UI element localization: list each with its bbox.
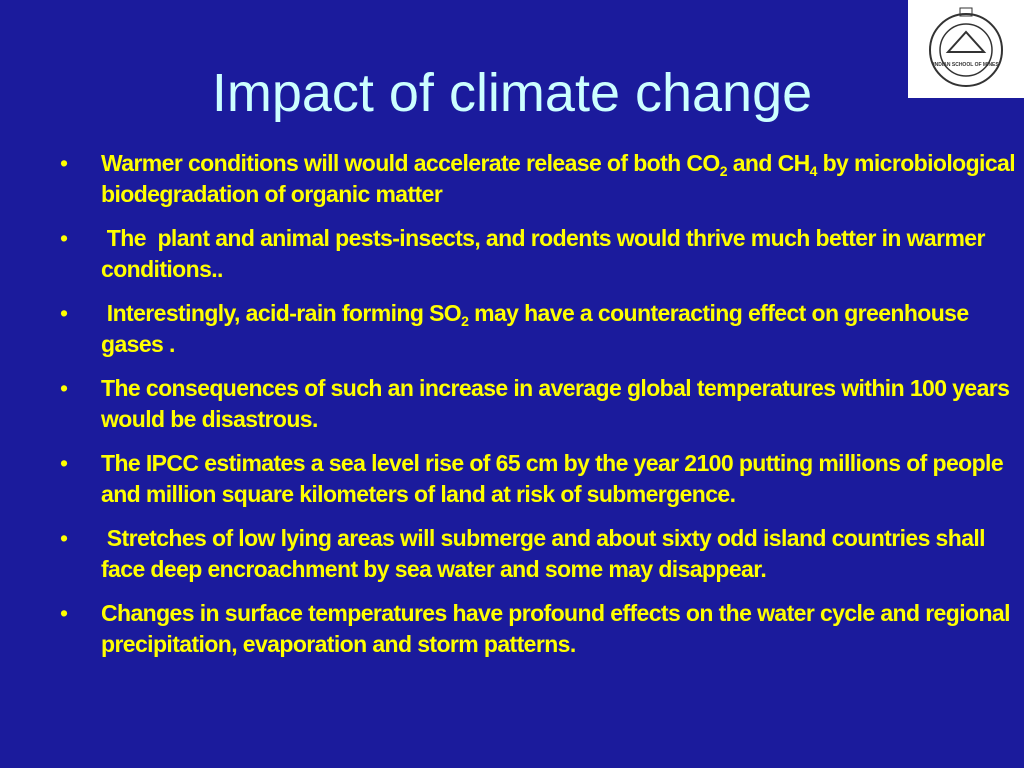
bullet-text: and CH <box>726 150 811 176</box>
bullet-text: Warmer conditions will would accelerate … <box>101 150 720 176</box>
bullet-text: The consequences of such an increase in … <box>101 375 1016 432</box>
logo: INDIAN SCHOOL OF MINES <box>908 0 1024 98</box>
bullet: The consequences of such an increase in … <box>60 373 1015 435</box>
bullet: Changes in surface temperatures have pro… <box>60 598 1015 660</box>
bullet-text: The IPCC estimates a sea level rise of 6… <box>101 450 1009 507</box>
slide-title: Impact of climate change <box>211 63 813 123</box>
logo-text: INDIAN SCHOOL OF MINES <box>933 62 999 68</box>
bullet: The plant and animal pests-insects, and … <box>60 223 1015 285</box>
logo-emblem: INDIAN SCHOOL OF MINES <box>929 7 1003 87</box>
bullet: The IPCC estimates a sea level rise of 6… <box>60 448 1015 510</box>
bullet-text: by microbiological biodegradation of org… <box>101 150 1021 207</box>
bullet: Stretches of low lying areas will submer… <box>60 523 1015 585</box>
subscript: 2 <box>719 163 728 179</box>
bullet-text: Interestingly, acid-rain forming SO <box>101 300 462 326</box>
subscript: 2 <box>461 313 469 329</box>
bullet: Warmer conditions will would accelerate … <box>60 148 1016 210</box>
bullet-text: The plant and animal pests-insects, and … <box>101 225 991 282</box>
bullet: Interestingly, acid-rain forming SO2 may… <box>60 298 1015 360</box>
bullet-list: Warmer conditions will would accelerate … <box>60 148 1016 673</box>
bullet-text: Changes in surface temperatures have pro… <box>101 600 1016 657</box>
bullet-text: Stretches of low lying areas will submer… <box>101 525 991 582</box>
subscript: 4 <box>809 163 818 179</box>
bullet-text: may have a counteracting effect on green… <box>101 300 975 357</box>
